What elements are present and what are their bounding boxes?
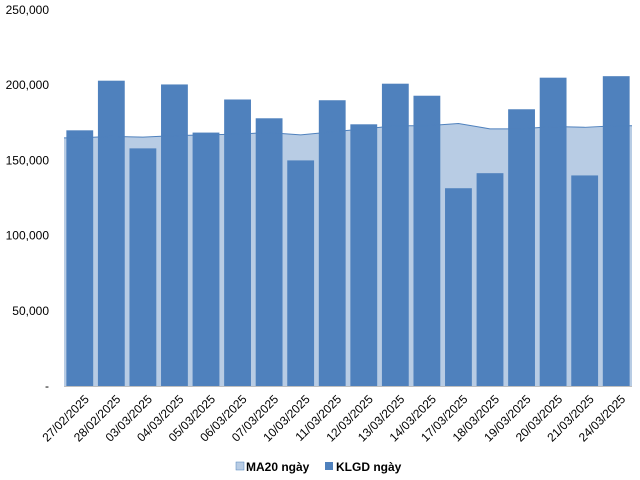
- bar-28/02/2025: [97, 80, 125, 387]
- bar-12/03/2025: [350, 124, 378, 386]
- bars: [66, 76, 630, 387]
- bar-13/03/2025: [381, 83, 409, 387]
- y-tick-label: 250,000: [6, 3, 50, 17]
- bar-06/03/2025: [224, 99, 251, 386]
- legend-swatch-ma20: [235, 461, 245, 471]
- bar-14/03/2025: [413, 95, 441, 386]
- y-tick-label: 200,000: [6, 78, 50, 92]
- legend-swatch-klgd: [325, 462, 333, 470]
- bar-03/03/2025: [129, 148, 157, 386]
- bar-17/03/2025: [445, 188, 472, 386]
- bar-19/03/2025: [508, 109, 535, 386]
- bar-10/03/2025: [287, 160, 315, 386]
- legend-label-klgd: KLGD ngày: [336, 460, 402, 474]
- bar-05/03/2025: [192, 132, 220, 386]
- y-tick-label: -: [45, 379, 49, 393]
- bar-20/03/2025: [539, 77, 567, 387]
- y-tick-label: 100,000: [6, 229, 50, 243]
- bar-21/03/2025: [571, 175, 599, 386]
- bar-11/03/2025: [318, 100, 346, 387]
- x-axis: 27/02/202528/02/202503/03/202504/03/2025…: [39, 392, 628, 445]
- bar-18/03/2025: [476, 173, 504, 386]
- legend: MA20 ngày KLGD ngày: [235, 460, 402, 474]
- y-axis: - 50,000 100,000 150,000 200,000 250,000: [6, 3, 50, 393]
- bar-04/03/2025: [161, 84, 188, 386]
- y-tick-label: 50,000: [12, 304, 49, 318]
- bar-27/02/2025: [66, 130, 94, 386]
- bar-24/03/2025: [602, 76, 630, 387]
- ma20-line: [64, 123, 632, 139]
- bar-07/03/2025: [255, 118, 283, 387]
- legend-label-ma20: MA20 ngày: [246, 460, 310, 474]
- y-tick-label: 150,000: [6, 153, 50, 167]
